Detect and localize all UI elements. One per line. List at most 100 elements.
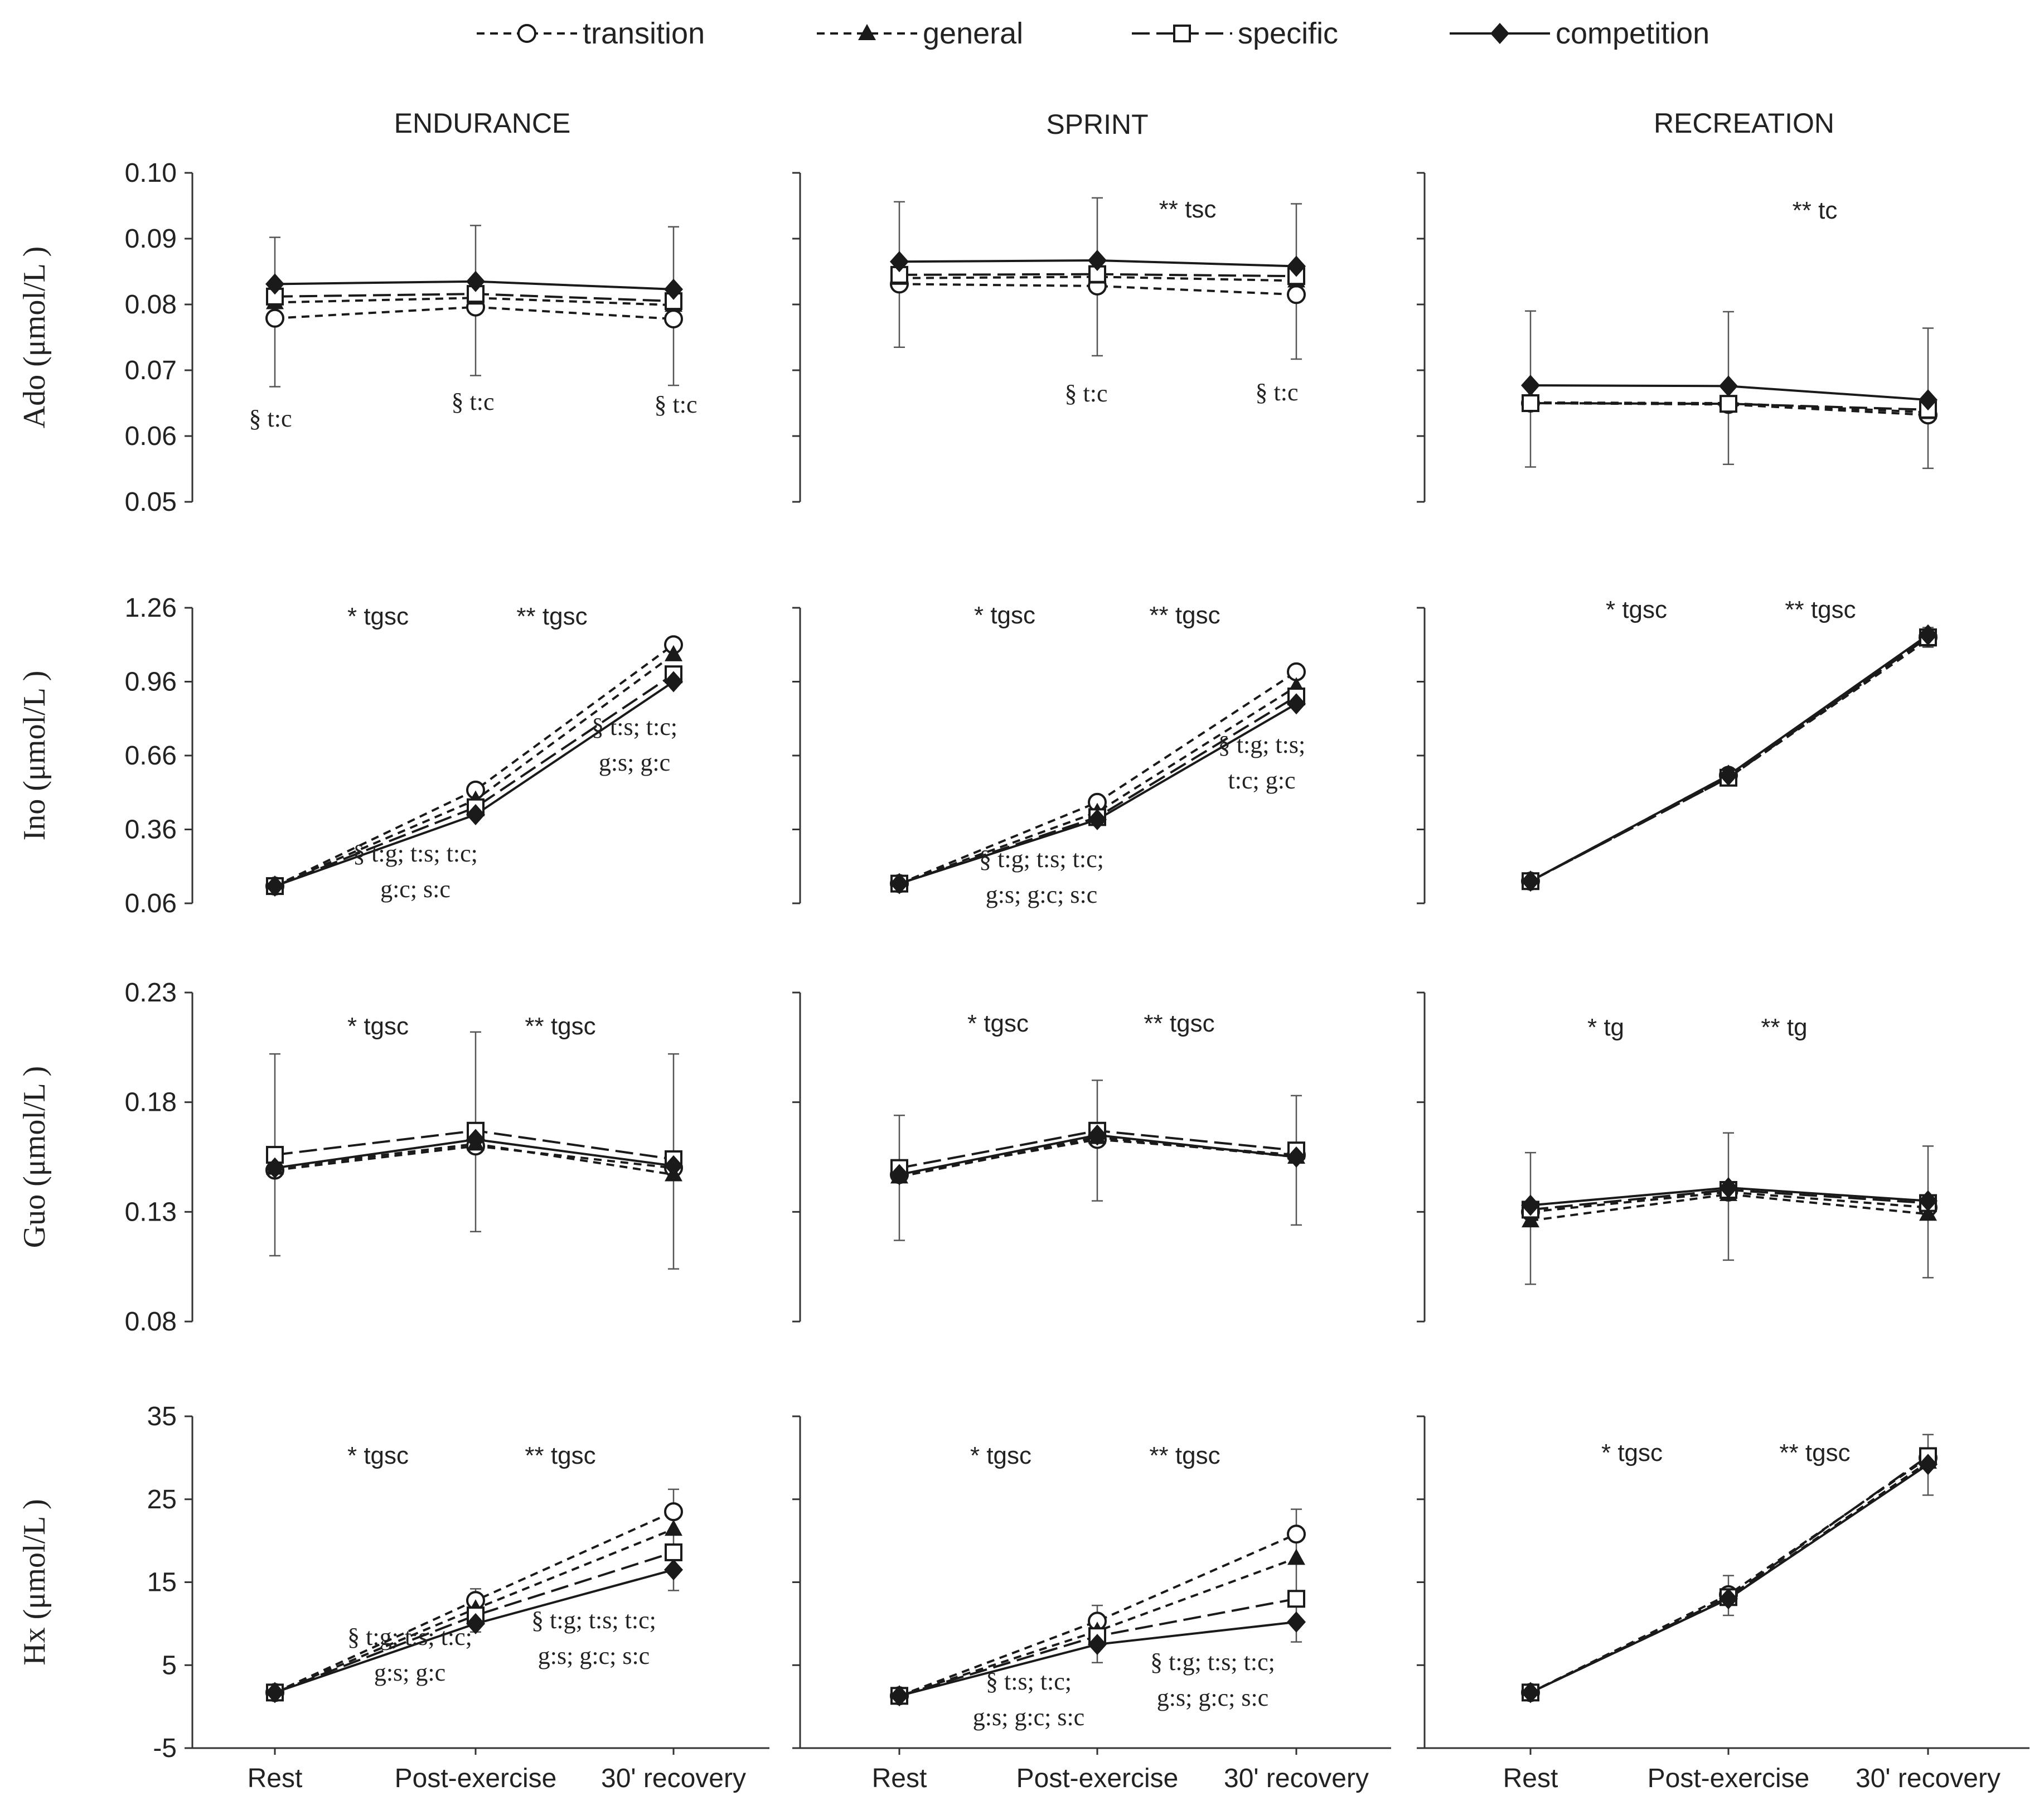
series-line-specific bbox=[274, 673, 675, 887]
y-tick-label: 0.09 bbox=[125, 224, 177, 254]
point-competition bbox=[1521, 1194, 1540, 1216]
point-competition bbox=[265, 875, 284, 897]
point-competition bbox=[265, 1682, 284, 1703]
series-line-competition bbox=[1530, 633, 1929, 883]
point-competition bbox=[664, 1155, 683, 1177]
panel-recreation-row-2: * tg ** tg bbox=[1417, 991, 1938, 1323]
significance-annotation: * tgsc bbox=[970, 1442, 1031, 1469]
point-competition bbox=[1719, 764, 1738, 786]
significance-annotation: * tg bbox=[1587, 1014, 1624, 1041]
point-competition bbox=[890, 1164, 909, 1185]
point-competition bbox=[890, 873, 909, 894]
legend-label-general: general bbox=[923, 17, 1023, 50]
point-general bbox=[1522, 1211, 1539, 1228]
significance-annotation: * tgsc bbox=[1606, 596, 1667, 623]
y-tick-label: -5 bbox=[153, 1734, 177, 1763]
panel-endurance-row-0: 0.10 0.09 0.08 0.07 0.06 0.05 Ado (μmol/L ) § t… bbox=[17, 158, 697, 517]
series-line-specific bbox=[274, 1551, 674, 1694]
y-tick-label: 25 bbox=[147, 1485, 177, 1514]
point-competition bbox=[1287, 1611, 1306, 1633]
series-line-transition bbox=[274, 643, 675, 887]
legend-label-specific: specific bbox=[1238, 17, 1338, 50]
point-transition bbox=[664, 1502, 683, 1522]
y-tick-label: 0.36 bbox=[125, 815, 177, 845]
y-tick-label: 0.96 bbox=[125, 667, 177, 697]
y-tick-label: 0.06 bbox=[125, 422, 177, 451]
point-transition bbox=[1287, 1524, 1306, 1544]
significance-annotation: ** tgsc bbox=[1779, 1439, 1850, 1466]
legend-label-transition: transition bbox=[583, 17, 705, 50]
x-tick-label: 30' recovery bbox=[1856, 1764, 2001, 1793]
pairwise-note: § t:c bbox=[452, 388, 495, 415]
y-tick-label: 0.18 bbox=[125, 1088, 177, 1117]
legend: transition general specific competition bbox=[477, 17, 1709, 50]
pairwise-note: § t:c bbox=[655, 391, 698, 418]
significance-annotation: ** tgsc bbox=[1785, 596, 1856, 623]
series-line-transition bbox=[899, 671, 1297, 885]
point-competition bbox=[1287, 1146, 1306, 1168]
y-tick-label: 5 bbox=[162, 1651, 177, 1680]
panel-recreation-row-3: Rest Post-exercise 30' recovery * tgsc ** tg… bbox=[1417, 1415, 2030, 1793]
pairwise-note: § t:g; t:s; bbox=[1218, 731, 1305, 758]
series-line-general bbox=[899, 685, 1297, 885]
x-tick-label: Rest bbox=[872, 1764, 927, 1793]
point-general bbox=[1919, 1204, 1937, 1221]
panels: 0.10 0.09 0.08 0.07 0.06 0.05 Ado (μmol/L ) § t… bbox=[17, 158, 2030, 1793]
point-competition bbox=[1919, 624, 1938, 646]
panel-sprint-row-2: * tgsc ** tgsc bbox=[792, 991, 1306, 1323]
panel-recreation-row-0: ** tc bbox=[1417, 172, 1938, 503]
point-competition bbox=[664, 671, 683, 693]
point-competition bbox=[1919, 1454, 1938, 1475]
point-competition bbox=[1088, 809, 1107, 830]
y-tick-label: 0.10 bbox=[125, 158, 177, 188]
significance-annotation: ** tgsc bbox=[525, 1013, 595, 1040]
significance-annotation: ** tg bbox=[1761, 1014, 1807, 1041]
column-title-endurance: ENDURANCE bbox=[394, 108, 571, 139]
significance-annotation: * tgsc bbox=[347, 1013, 409, 1040]
y-tick-label: 0.08 bbox=[125, 290, 177, 320]
significance-annotation: * tgsc bbox=[347, 1442, 409, 1469]
legend-marker-transition bbox=[517, 24, 536, 43]
significance-annotation: ** tgsc bbox=[1149, 1442, 1220, 1469]
point-specific bbox=[1088, 265, 1106, 283]
y-tick-label: 0.06 bbox=[125, 889, 177, 918]
point-competition bbox=[1088, 1634, 1107, 1656]
legend-marker-competition bbox=[1490, 23, 1509, 44]
legend-marker-specific bbox=[1173, 25, 1191, 42]
point-specific bbox=[1522, 394, 1539, 412]
point-competition bbox=[1521, 1682, 1540, 1703]
pairwise-note: § t:g; t:s; t:c; bbox=[353, 840, 478, 867]
significance-annotation: ** tgsc bbox=[525, 1442, 595, 1469]
point-competition bbox=[1521, 375, 1540, 396]
y-tick-label: 0.13 bbox=[125, 1197, 177, 1227]
pairwise-note: § t:c bbox=[249, 405, 292, 432]
column-title-recreation: RECREATION bbox=[1654, 108, 1834, 139]
y-axis-label: Ino (μmol/L ) bbox=[17, 671, 52, 841]
legend-label-competition: competition bbox=[1556, 17, 1709, 50]
point-competition bbox=[265, 1157, 284, 1179]
x-tick-label: Rest bbox=[248, 1764, 303, 1793]
point-transition bbox=[664, 309, 683, 328]
point-competition bbox=[466, 804, 485, 825]
y-axis-label: Hx (μmol/L ) bbox=[17, 1499, 52, 1666]
point-competition bbox=[664, 1559, 683, 1581]
pairwise-note: g:s; g:c bbox=[374, 1659, 445, 1686]
y-tick-label: 0.08 bbox=[125, 1307, 177, 1337]
point-competition bbox=[1088, 249, 1107, 271]
legend-item-transition: transition bbox=[477, 17, 705, 50]
pairwise-note: § t:s; t:c; bbox=[592, 713, 677, 740]
x-tick-label: Post-exercise bbox=[1016, 1764, 1179, 1793]
point-competition bbox=[1919, 1190, 1938, 1212]
point-general bbox=[665, 645, 682, 661]
point-competition bbox=[890, 251, 909, 273]
point-competition bbox=[1919, 389, 1938, 411]
panel-endurance-row-3: 35 25 15 5 -5 Hx (μmol/L ) Rest Post-exercise 30… bbox=[17, 1402, 769, 1793]
point-specific bbox=[1720, 395, 1737, 413]
x-tick-label: Post-exercise bbox=[395, 1764, 557, 1793]
significance-annotation: * tgsc bbox=[967, 1010, 1029, 1037]
column-title-sprint: SPRINT bbox=[1046, 109, 1148, 140]
point-competition bbox=[466, 1613, 485, 1634]
x-tick-label: 30' recovery bbox=[601, 1764, 746, 1793]
y-tick-label: 1.26 bbox=[125, 593, 177, 623]
pairwise-note: § t:s; t:c; bbox=[986, 1668, 1072, 1695]
